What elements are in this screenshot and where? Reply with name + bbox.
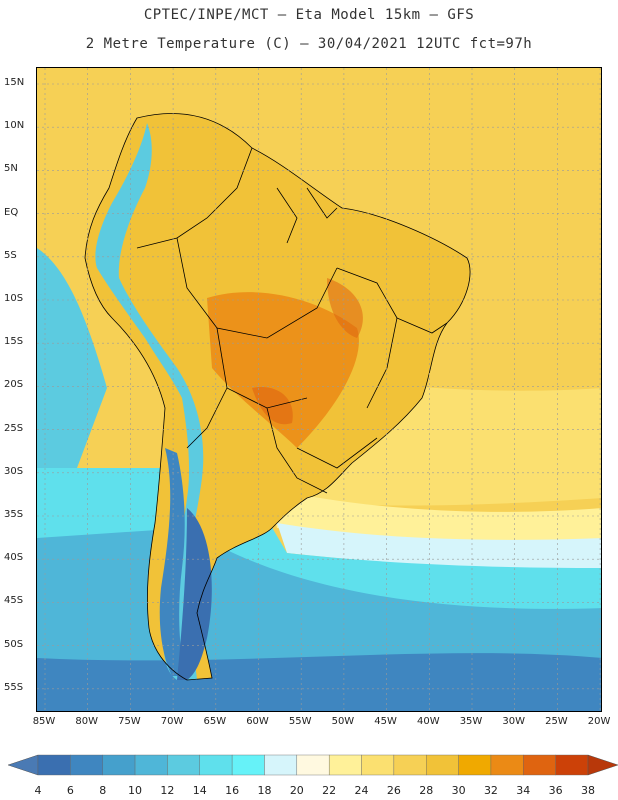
colorbar-label-4: 4 [34,784,42,797]
hot-spot-south-central [252,387,293,425]
lat-label-10s: 10S [4,293,24,304]
colorbar-label-12: 12 [160,784,175,797]
colorbar-cell [231,754,265,776]
colorbar-label-26: 26 [386,784,401,797]
colorbar-label-10: 10 [128,784,143,797]
lat-label-30s: 30S [4,465,24,477]
andes-cold-strip [159,448,185,676]
lat-label-40s: 40S [4,552,24,564]
colorbar-cell [523,754,556,776]
interior-hot-region [207,292,359,448]
lat-label-15s: 15S [4,336,24,348]
hot-spot-northeast [327,278,363,338]
colorbar-low-arrow [8,754,39,776]
lat-label-45s: 45S [4,595,24,607]
lat-label-55s: 55S [4,681,24,693]
colorbar-label-32: 32 [483,784,498,797]
colorbar-label-8: 8 [99,784,107,797]
colorbar-label-28: 28 [419,784,434,797]
ocean-lightblue-band [277,523,601,573]
colorbar-label-14: 14 [192,784,207,797]
map-title-line2: 2 Metre Temperature (C) – 30/04/2021 12U… [85,36,533,52]
colorbar-cell [296,754,330,776]
lon-label-35w: 35W [459,716,483,727]
colorbar-label-22: 22 [322,784,337,797]
lon-label-80w: 80W [75,716,98,727]
colorbar-cell [490,754,524,776]
lat-label-5n: 5N [4,163,18,175]
temperature-map[interactable] [36,67,602,712]
colorbar-cell [102,754,136,776]
colorbar-cell [37,754,71,776]
colorbar-label-18: 18 [257,784,272,797]
colorbar-label-24: 24 [354,784,369,797]
colorbar-label-30: 30 [451,784,466,797]
colorbar-label-6: 6 [66,784,74,797]
colorbar-cell [167,754,200,776]
lon-label-65w: 65W [203,716,227,727]
lon-label-20w: 20W [587,716,611,727]
lon-label-30w: 30W [502,716,525,727]
country-borders [84,113,471,681]
map-title-line1: CPTEC/INPE/MCT – Eta Model 15km – GFS [143,7,475,23]
colorbar-cell [134,754,168,776]
colorbar-label-16: 16 [225,784,240,797]
temperature-colorbar [8,754,618,776]
colorbar-label-36: 36 [548,784,563,797]
lon-label-85w: 85W [32,716,56,727]
ocean-colder-band [37,653,601,711]
colorbar-cell [199,754,233,776]
colorbar-cell [458,754,492,776]
lat-label-eq: EQ [4,206,19,218]
lon-label-55w: 55W [288,716,312,727]
lat-label-20s: 20S [4,379,24,391]
colorbar-cell [555,754,589,776]
colorbar-label-38: 38 [581,784,595,797]
colorbar-cell [328,754,362,776]
lon-label-25w: 25W [545,716,568,727]
colorbar-cell [426,754,459,776]
lat-label-25s: 25S [4,422,24,434]
colorbar-cell [70,754,103,776]
colorbar-cell [264,754,298,776]
lon-label-50w: 50W [331,716,355,727]
lon-label-70w: 70W [160,716,184,727]
colorbar-cell [393,754,427,776]
lon-label-45w: 45W [374,716,397,727]
lon-label-60w: 60W [246,716,269,727]
colorbar-high-arrow [587,754,618,776]
colorbar-label-20: 20 [289,784,304,797]
lon-label-40w: 40W [416,716,440,727]
pacific-cool-tongue [37,248,107,468]
colorbar-cell [361,754,395,776]
lon-label-75w: 75W [118,716,141,727]
graticule [37,68,601,711]
lat-label-15n: 15N [4,77,25,88]
lat-label-10n: 10N [4,120,25,132]
lat-label-50s: 50S [4,638,24,650]
lat-label-5s: 5S [4,249,17,261]
map-canvas [37,68,601,711]
colorbar-label-34: 34 [516,784,531,797]
lat-label-35s: 35S [4,509,24,520]
